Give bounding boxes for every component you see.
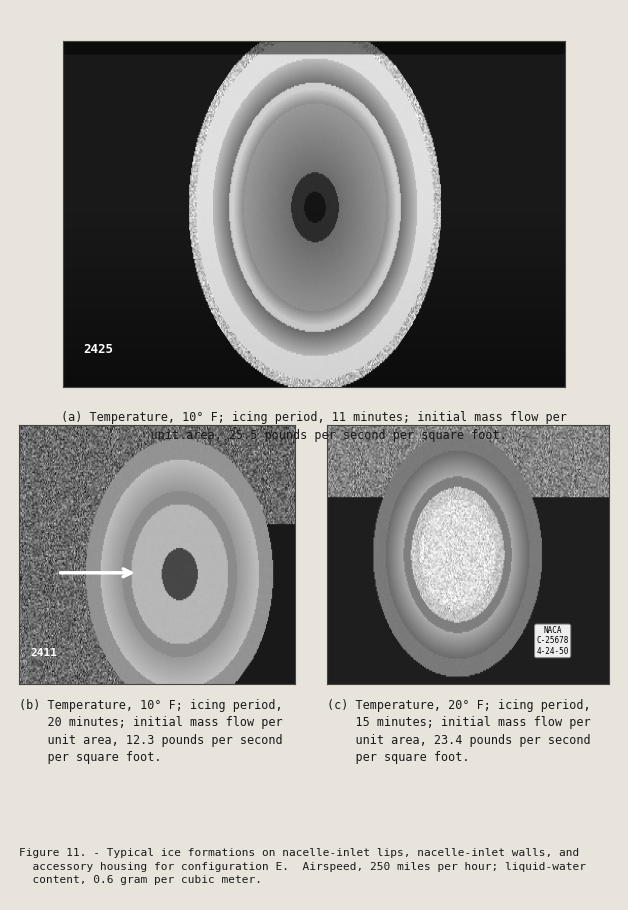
Text: (a) Temperature, 10° F; icing period, 11 minutes; initial mass flow per
    unit: (a) Temperature, 10° F; icing period, 11… <box>61 411 567 442</box>
Text: (c) Temperature, 20° F; icing period,
    15 minutes; initial mass flow per
    : (c) Temperature, 20° F; icing period, 15… <box>327 699 590 764</box>
Text: (b) Temperature, 10° F; icing period,
    20 minutes; initial mass flow per
    : (b) Temperature, 10° F; icing period, 20… <box>19 699 283 764</box>
Text: NACA
C-25678
4-24-50: NACA C-25678 4-24-50 <box>536 626 569 656</box>
Text: 2411: 2411 <box>30 648 57 658</box>
Text: Figure 11. - Typical ice formations on nacelle-inlet lips, nacelle-inlet walls, : Figure 11. - Typical ice formations on n… <box>19 848 586 885</box>
Text: 2425: 2425 <box>83 343 113 356</box>
